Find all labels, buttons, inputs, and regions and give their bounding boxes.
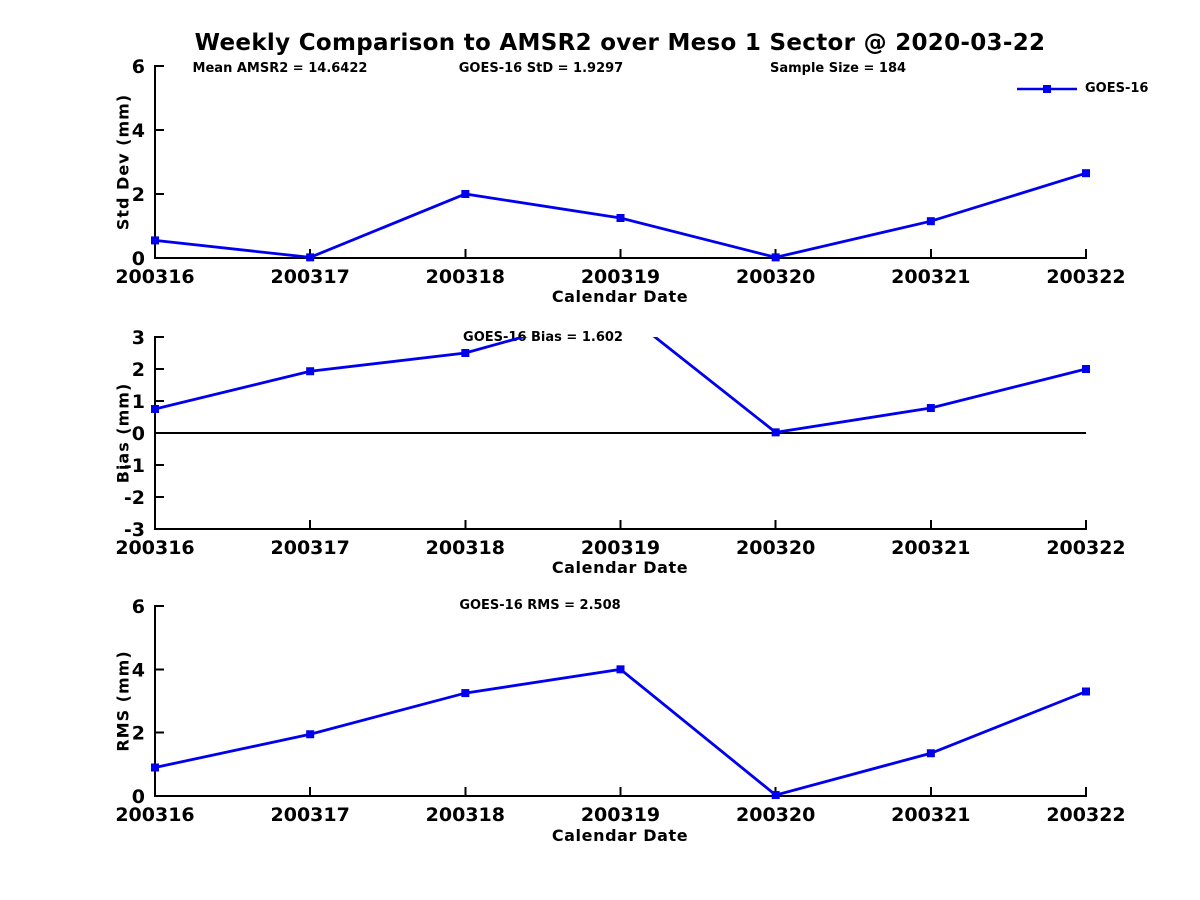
annotation-sample-size: Sample Size = 184 [769,61,907,76]
goes-16-marker [461,190,470,198]
goes-16-marker [1082,169,1090,178]
x-tick-label: 200322 [1046,537,1125,559]
xlabel-calendar-date-top: Calendar Date [551,287,689,306]
y-tick-label: 2 [132,184,145,206]
x-tick-label: 200320 [736,804,815,826]
goes-16-marker [616,214,625,222]
x-tick-label: 200322 [1046,266,1125,288]
goes-16-line [154,667,1087,797]
x-tick-label: 200321 [891,804,970,826]
goes-16-marker [461,349,470,357]
x-tick-label: 200319 [581,804,660,826]
x-tick-label: 200318 [426,804,505,826]
x-tick-label: 200321 [891,537,970,559]
x-tick-label: 200317 [271,537,350,559]
xlabel-calendar-date-bottom: Calendar Date [551,826,689,845]
goes-16-marker [151,405,159,413]
y-tick-label: 6 [132,56,145,78]
y-tick-label: 6 [132,596,145,618]
annotation-goes16-std: GOES-16 StD = 1.9297 [458,61,624,76]
goes-16-marker [306,730,315,739]
annotation-mean-amsr2: Mean AMSR2 = 14.6422 [192,61,368,76]
x-tick-label: 200317 [271,804,350,826]
y-tick-label: -2 [124,487,145,509]
std-dev-panel: 0 2 4 6 200316 200317 200318 200319 200320 200321… [115,56,1125,288]
goes-16-marker [771,791,780,800]
y-tick-label: 1 [132,391,145,413]
y-tick-label: 4 [132,659,145,681]
x-tick-label: 200321 [891,266,970,288]
y-tick-label: 2 [132,723,145,745]
goes-16-marker [1082,687,1090,696]
x-tick-label: 200316 [115,266,194,288]
y-tick-label: 4 [132,120,145,142]
goes-16-marker [306,367,315,376]
x-tick-label: 200317 [271,266,350,288]
bias-panel: -3 -2 -1 0 1 2 3 200316 200317 200318 200319 200320… [115,327,1125,559]
goes-16-marker [1082,365,1090,373]
goes-16-marker [151,236,159,245]
goes-16-marker [306,253,315,262]
x-tick-label: 200316 [115,537,194,559]
goes-16-marker [616,665,625,674]
figure-title: Weekly Comparison to AMSR2 over Meso 1 S… [194,30,1046,56]
goes-16-marker [771,253,780,262]
y-tick-label: 0 [132,786,145,808]
x-tick-label: 200318 [426,537,505,559]
y-tick-label: 3 [132,327,145,349]
y-tick-label: -3 [124,519,145,541]
legend-label: GOES-16 [1085,81,1149,96]
y-tick-label: 2 [132,359,145,381]
x-tick-label: 200319 [581,537,660,559]
x-tick-label: 200316 [115,804,194,826]
y-tick-label: 0 [132,248,145,270]
x-tick-label: 200320 [736,537,815,559]
xlabel-calendar-date-middle: Calendar Date [551,558,689,577]
goes-16-marker [461,689,470,698]
x-tick-label: 200319 [581,266,660,288]
x-tick-label: 200322 [1046,804,1125,826]
goes-16-marker [926,404,935,413]
goes-16-marker [771,428,780,437]
rms-panel: 0 2 4 6 200316 200317 200318 200319 200320 200321… [115,596,1125,826]
x-tick-label: 200320 [736,266,815,288]
goes-16-marker [926,749,935,758]
goes-16-marker [151,763,159,772]
legend-line-icon [1017,84,1077,93]
y-tick-label: -1 [124,455,145,477]
y-tick-label: 0 [132,423,145,445]
annotation-goes16-rms: GOES-16 RMS = 2.508 [459,598,621,613]
x-tick-label: 200318 [426,266,505,288]
goes-16-line [154,337,1087,434]
legend: GOES-16 [1016,81,1148,96]
goes-16-marker [926,217,935,226]
